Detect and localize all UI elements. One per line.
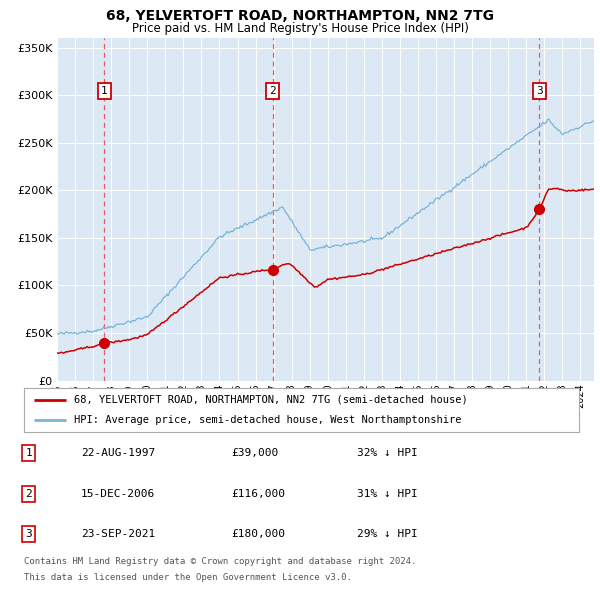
Text: 29% ↓ HPI: 29% ↓ HPI <box>357 529 418 539</box>
Text: 3: 3 <box>25 529 32 539</box>
Text: £39,000: £39,000 <box>231 448 278 458</box>
Text: Contains HM Land Registry data © Crown copyright and database right 2024.: Contains HM Land Registry data © Crown c… <box>24 558 416 566</box>
Text: 1: 1 <box>101 86 108 96</box>
Text: 1: 1 <box>25 448 32 458</box>
Text: 32% ↓ HPI: 32% ↓ HPI <box>357 448 418 458</box>
Text: 68, YELVERTOFT ROAD, NORTHAMPTON, NN2 7TG: 68, YELVERTOFT ROAD, NORTHAMPTON, NN2 7T… <box>106 9 494 23</box>
Text: £116,000: £116,000 <box>231 489 285 499</box>
Text: HPI: Average price, semi-detached house, West Northamptonshire: HPI: Average price, semi-detached house,… <box>74 415 461 425</box>
Text: 2: 2 <box>269 86 276 96</box>
Text: 31% ↓ HPI: 31% ↓ HPI <box>357 489 418 499</box>
Text: £180,000: £180,000 <box>231 529 285 539</box>
Text: 22-AUG-1997: 22-AUG-1997 <box>81 448 155 458</box>
Text: 23-SEP-2021: 23-SEP-2021 <box>81 529 155 539</box>
Text: This data is licensed under the Open Government Licence v3.0.: This data is licensed under the Open Gov… <box>24 573 352 582</box>
Text: 3: 3 <box>536 86 543 96</box>
Text: 68, YELVERTOFT ROAD, NORTHAMPTON, NN2 7TG (semi-detached house): 68, YELVERTOFT ROAD, NORTHAMPTON, NN2 7T… <box>74 395 468 405</box>
Text: 15-DEC-2006: 15-DEC-2006 <box>81 489 155 499</box>
Text: Price paid vs. HM Land Registry's House Price Index (HPI): Price paid vs. HM Land Registry's House … <box>131 21 469 34</box>
Text: 2: 2 <box>25 489 32 499</box>
